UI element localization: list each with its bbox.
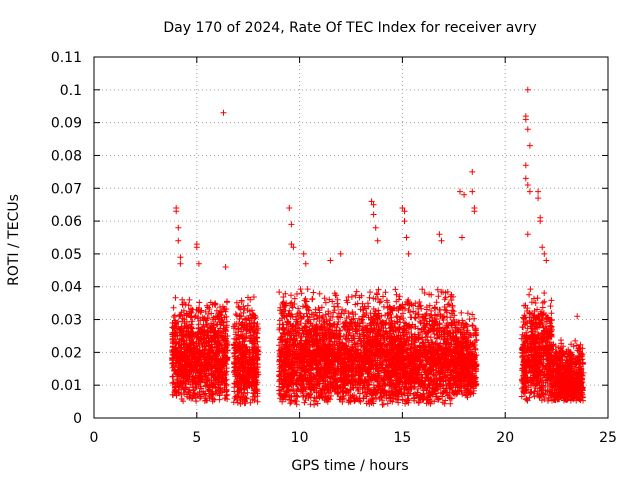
x-tick-label: 20 [496, 430, 514, 446]
y-tick-label: 0 [73, 411, 82, 427]
x-tick-label: 25 [599, 430, 617, 446]
x-axis-tick-labels: 0 5 10 15 20 25 [90, 430, 617, 446]
y-tick-label: 0.06 [51, 214, 82, 230]
data-points [169, 86, 587, 408]
y-tick-label: 0.01 [51, 378, 82, 394]
y-tick-label: 0.09 [51, 116, 82, 132]
x-axis-label: GPS time / hours [291, 458, 408, 474]
roti-data-point [169, 86, 587, 408]
x-tick-label: 15 [393, 430, 411, 446]
plot-area-frame [93, 56, 609, 419]
y-tick-label: 0.03 [51, 313, 82, 329]
y-axis-tick-labels: 0 0.01 0.02 0.03 0.04 0.05 0.06 0.07 0.08 0.09 0.1… [51, 50, 82, 427]
y-tick-label: 0.08 [51, 148, 82, 164]
y-tick-label: 0.04 [51, 280, 82, 296]
y-tick-label: 0.07 [51, 181, 82, 197]
axis-ticks [93, 56, 609, 419]
chart-title: Day 170 of 2024, Rate Of TEC Index for r… [163, 20, 536, 36]
x-tick-label: 10 [291, 430, 309, 446]
y-tick-label: 0.05 [51, 247, 82, 263]
y-tick-label: 0.1 [60, 83, 82, 99]
x-tick-label: 5 [192, 430, 201, 446]
y-axis-label: ROTI / TECUs [6, 194, 22, 286]
x-tick-label: 0 [90, 430, 99, 446]
y-tick-label: 0.11 [51, 50, 82, 66]
y-tick-label: 0.02 [51, 345, 82, 361]
